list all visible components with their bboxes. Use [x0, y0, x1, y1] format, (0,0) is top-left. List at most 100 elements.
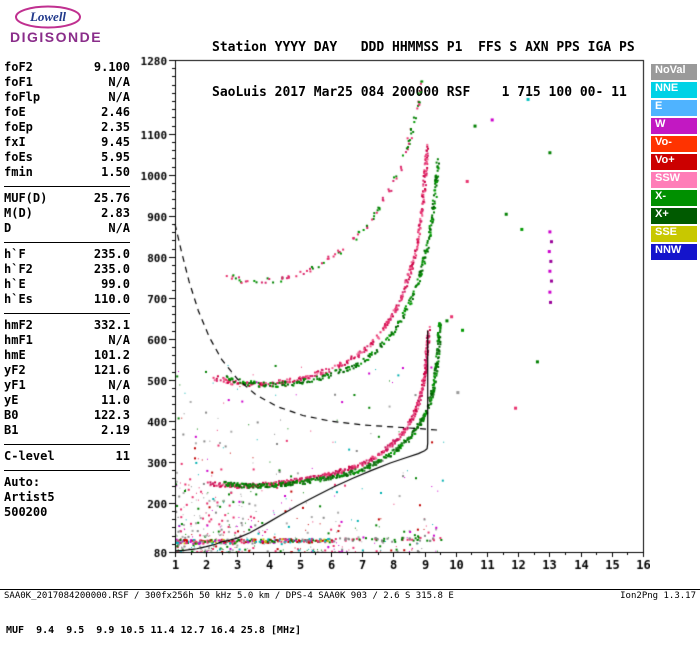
param-row: foFlp N/A: [4, 90, 130, 105]
parameter-panel: foF2 9.100 foF1 N/A foFlp N/A foE 2.46 foEp 2.35 f…: [4, 56, 130, 526]
param-label: Auto:: [4, 475, 41, 489]
muf-row: MUF 9.4 9.5 9.9 10.5 11.4 12.7 16.4 25.8…: [6, 625, 302, 636]
param-value: 99.0: [101, 277, 130, 291]
legend-item-vo: Vo+: [651, 154, 697, 170]
param-row: fmin 1.50: [4, 165, 130, 180]
param-value: N/A: [108, 333, 130, 347]
legend-item-x: X-: [651, 190, 697, 206]
param-row: M(D) 2.83: [4, 206, 130, 221]
legend-item-nnw: NNW: [651, 244, 697, 260]
param-value: N/A: [108, 75, 130, 89]
legend-item-x: X+: [651, 208, 697, 224]
param-label: B1: [4, 423, 19, 437]
logo-graphic: Lowell DIGISONDE: [10, 5, 102, 45]
parameter-group: h`F 235.0 h`F2 235.0 h`E 99.0 h`Es 110.0: [4, 243, 130, 314]
param-row: foE 2.46: [4, 105, 130, 120]
legend-item-e: E: [651, 100, 697, 116]
legend-item-nne: NNE: [651, 82, 697, 98]
param-label: D: [4, 221, 12, 235]
param-row: B0 122.3: [4, 408, 130, 423]
legend-item-sse: SSE: [651, 226, 697, 242]
param-row: Auto:: [4, 475, 130, 490]
param-label: foF2: [4, 60, 33, 74]
param-label: yF2: [4, 363, 26, 377]
param-row: h`F 235.0: [4, 247, 130, 262]
param-value: 1.50: [101, 165, 130, 179]
parameter-group: foF2 9.100 foF1 N/A foFlp N/A foE 2.46 foEp 2.35 f…: [4, 56, 130, 187]
param-label: foEp: [4, 120, 33, 134]
param-value: 5.95: [101, 150, 130, 164]
param-row: yF1 N/A: [4, 378, 130, 393]
param-value: 110.0: [93, 292, 130, 306]
param-row: foF1 N/A: [4, 75, 130, 90]
parameter-group: C-level 11: [4, 445, 130, 471]
param-value: 2.46: [101, 105, 130, 119]
param-label: h`F2: [4, 262, 33, 276]
param-label: h`F: [4, 247, 26, 261]
param-value: 121.6: [93, 363, 130, 377]
ionogram-plot: [128, 46, 650, 572]
logo-line1: Lowell: [29, 9, 66, 24]
param-value: 235.0: [93, 247, 130, 261]
muf-distance-table: D 100 200 400 600 800 1000 1500 3000 [km…: [6, 570, 301, 647]
param-row: 500200: [4, 505, 130, 520]
param-value: N/A: [108, 378, 130, 392]
param-label: Artist5: [4, 490, 55, 504]
param-row: foF2 9.100: [4, 60, 130, 75]
digisonde-logo: Lowell DIGISONDE: [8, 4, 130, 48]
status-program-version: Ion2Png 1.3.17: [620, 591, 696, 601]
param-label: B0: [4, 408, 19, 422]
param-label: h`E: [4, 277, 26, 291]
param-label: yF1: [4, 378, 26, 392]
param-label: 500200: [4, 505, 48, 519]
param-value: 11.0: [101, 393, 130, 407]
parameter-group: hmF2 332.1 hmF1 N/A hmE 101.2 yF2 121.6 yF1 N/A yE…: [4, 314, 130, 445]
param-label: yE: [4, 393, 19, 407]
param-label: fxI: [4, 135, 26, 149]
legend-item-w: W: [651, 118, 697, 134]
param-value: 2.19: [101, 423, 130, 437]
parameter-group: MUF(D) 25.76 M(D) 2.83 D N/A: [4, 187, 130, 243]
param-row: hmF1 N/A: [4, 333, 130, 348]
param-value: 25.76: [93, 191, 130, 205]
param-value: N/A: [108, 221, 130, 235]
param-label: foE: [4, 105, 26, 119]
param-row: B1 2.19: [4, 423, 130, 438]
param-value: 11: [115, 449, 130, 463]
param-row: foEs 5.95: [4, 150, 130, 165]
param-value: 101.2: [93, 348, 130, 362]
param-value: 9.100: [93, 60, 130, 74]
status-file-info: SAA0K_2017084200000.RSF / 300fx256h 50 k…: [4, 591, 454, 601]
param-value: 332.1: [93, 318, 130, 332]
param-row: yF2 121.6: [4, 363, 130, 378]
param-value: 9.45: [101, 135, 130, 149]
param-label: hmE: [4, 348, 26, 362]
param-value: 122.3: [93, 408, 130, 422]
param-label: foF1: [4, 75, 33, 89]
param-label: hmF1: [4, 333, 33, 347]
param-row: hmF2 332.1: [4, 318, 130, 333]
param-label: h`Es: [4, 292, 33, 306]
param-row: h`E 99.0: [4, 277, 130, 292]
logo-line2: DIGISONDE: [10, 29, 102, 45]
parameter-group: Auto: Artist5 500200: [4, 471, 130, 526]
param-label: C-level: [4, 449, 55, 463]
param-label: MUF(D): [4, 191, 48, 205]
param-label: M(D): [4, 206, 33, 220]
param-label: foFlp: [4, 90, 41, 104]
param-row: hmE 101.2: [4, 348, 130, 363]
param-row: D N/A: [4, 221, 130, 236]
param-row: MUF(D) 25.76: [4, 191, 130, 206]
param-row: Artist5: [4, 490, 130, 505]
param-value: 2.83: [101, 206, 130, 220]
param-row: h`Es 110.0: [4, 292, 130, 307]
param-value: N/A: [108, 90, 130, 104]
status-bar: SAA0K_2017084200000.RSF / 300fx256h 50 k…: [0, 589, 700, 602]
legend-item-vo: Vo-: [651, 136, 697, 152]
param-row: C-level 11: [4, 449, 130, 464]
param-row: h`F2 235.0: [4, 262, 130, 277]
param-row: foEp 2.35: [4, 120, 130, 135]
param-value: 2.35: [101, 120, 130, 134]
param-row: yE 11.0: [4, 393, 130, 408]
param-value: 235.0: [93, 262, 130, 276]
